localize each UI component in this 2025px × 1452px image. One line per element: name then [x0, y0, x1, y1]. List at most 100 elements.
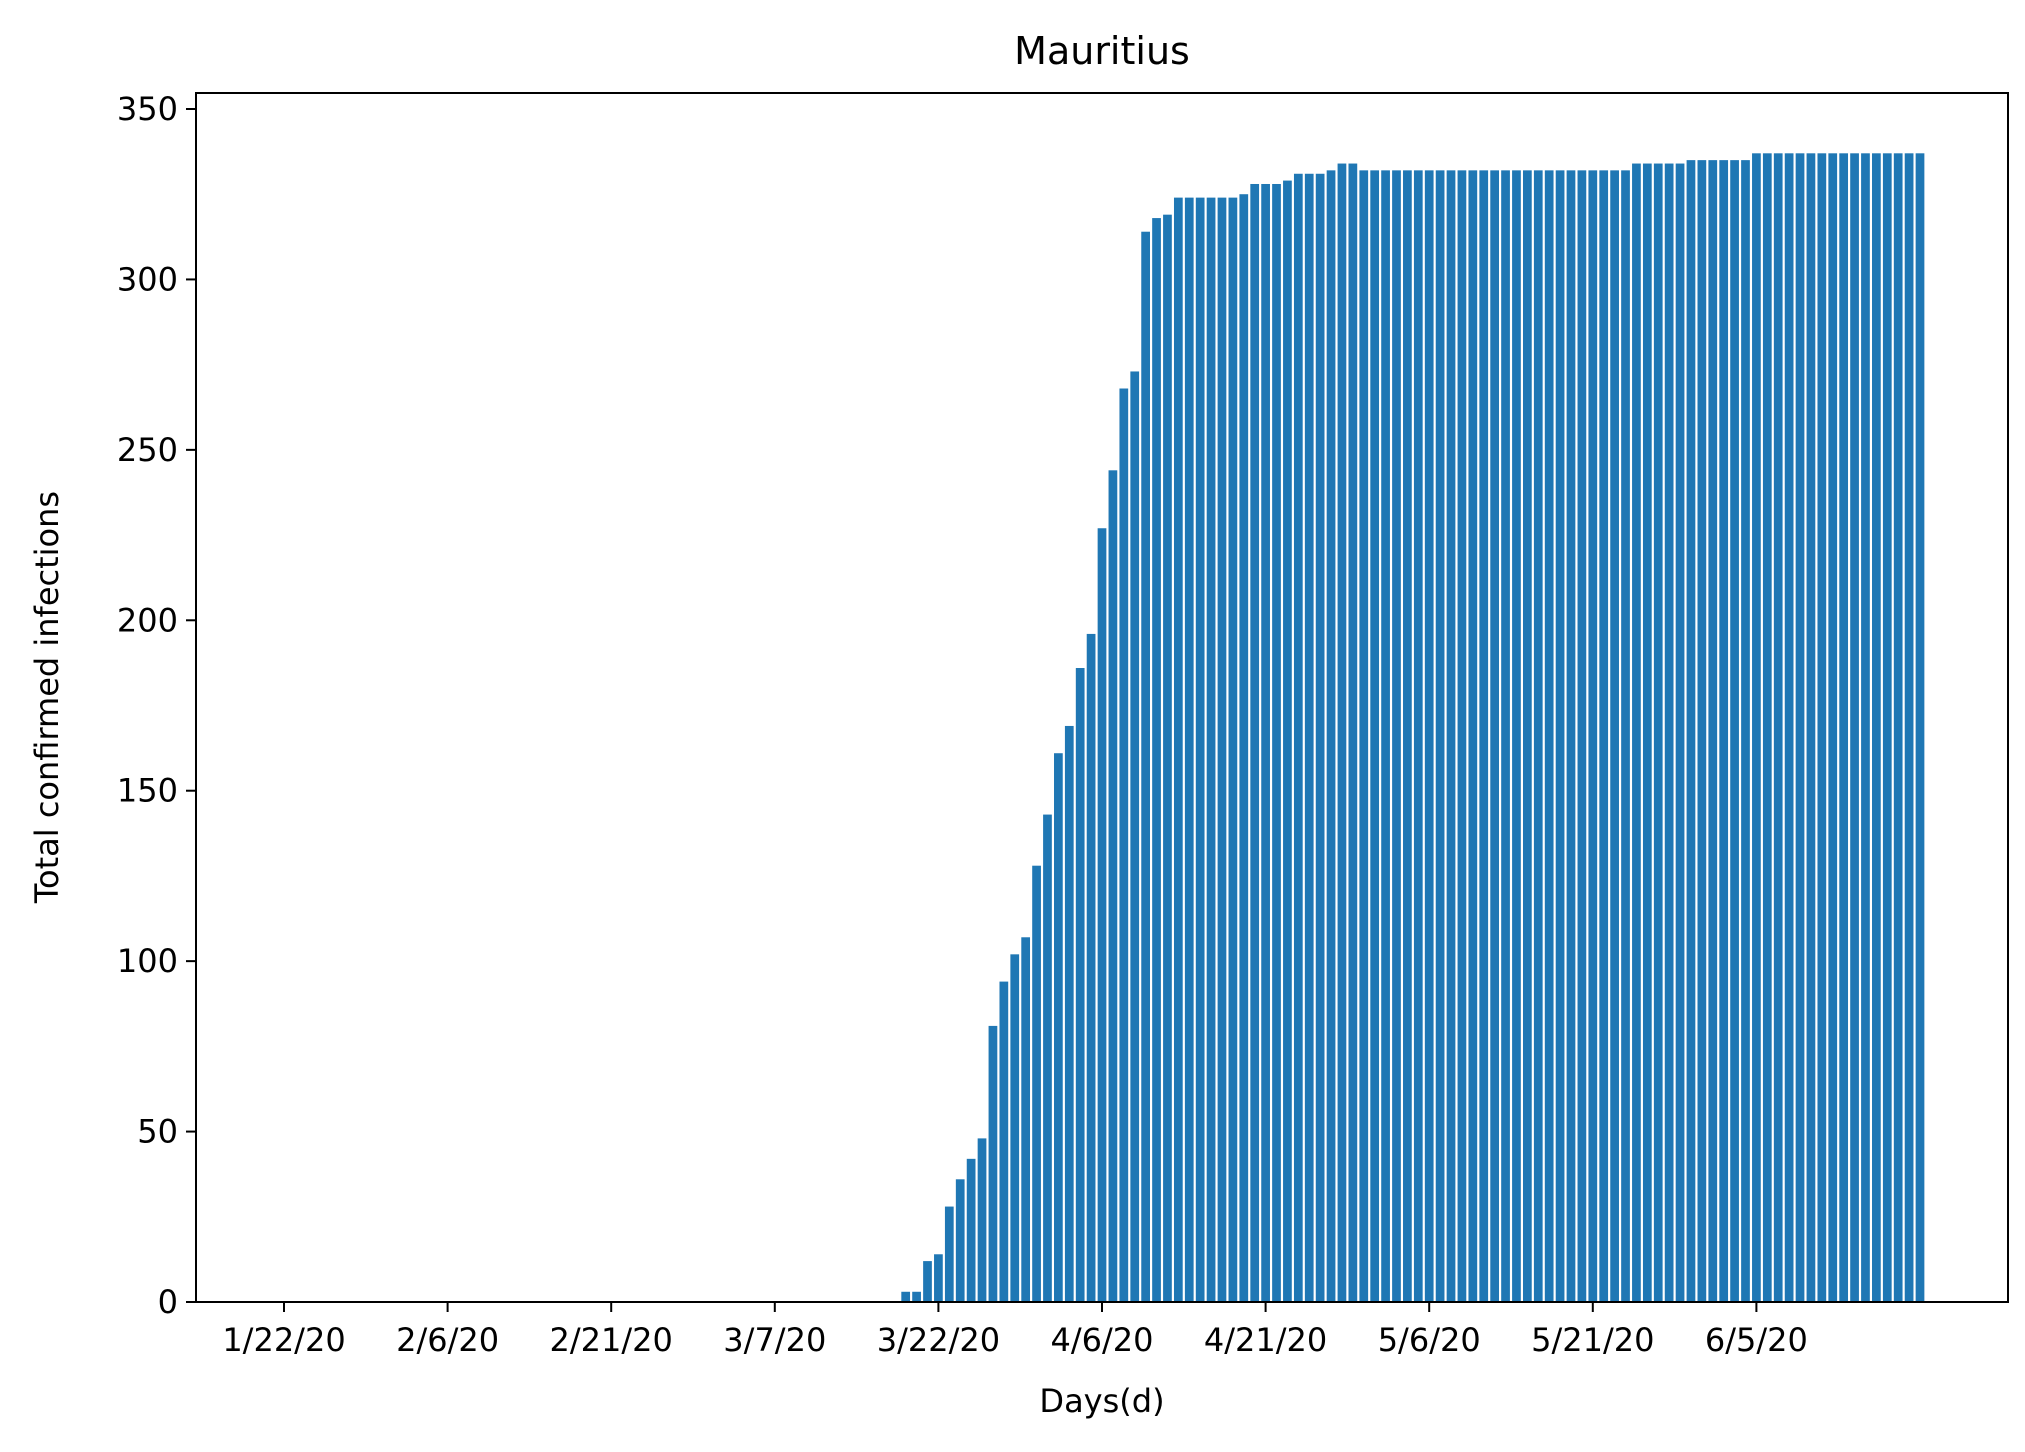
bar: [1435, 170, 1445, 1303]
y-tick-label: 250: [117, 431, 178, 469]
bar: [1632, 163, 1641, 1302]
bar: [934, 1254, 943, 1302]
bar: [1773, 153, 1783, 1302]
bar: [1228, 197, 1238, 1302]
x-tick-label: 5/6/20: [1378, 1321, 1481, 1359]
bar: [1086, 633, 1096, 1302]
bar: [1413, 170, 1423, 1303]
y-tick-label: 100: [117, 942, 178, 980]
bar: [999, 981, 1009, 1302]
bar: [1239, 194, 1249, 1303]
bar: [1261, 183, 1270, 1303]
bar: [1446, 170, 1456, 1303]
bar: [1741, 160, 1750, 1302]
bar: [1097, 528, 1107, 1302]
bar: [966, 1158, 976, 1302]
bar: [1653, 163, 1663, 1302]
y-tick-label: 350: [117, 90, 178, 128]
bar: [1075, 668, 1085, 1302]
bar: [1555, 170, 1565, 1303]
bar: [1893, 153, 1903, 1302]
bar: [1490, 170, 1500, 1303]
bar: [1064, 725, 1074, 1302]
x-axis-label: Days(d): [1039, 1382, 1164, 1420]
bar: [923, 1261, 932, 1302]
bar: [1184, 197, 1194, 1302]
bar: [1283, 180, 1292, 1303]
y-tick-label: 200: [117, 601, 178, 639]
x-axis-ticks: 1/22/20 2/6/20 2/21/20 3/7/20 3/22/20 4/6/20 4…: [222, 1302, 1808, 1359]
bar: [1010, 954, 1020, 1302]
bar: [1337, 163, 1347, 1302]
bar: [1610, 170, 1619, 1303]
x-tick-label: 6/5/20: [1705, 1321, 1808, 1359]
bar: [1370, 170, 1380, 1303]
bar: [1839, 153, 1849, 1302]
bar: [1424, 170, 1434, 1303]
bar: [1304, 173, 1314, 1302]
bar: [988, 1025, 998, 1302]
bar: [1173, 197, 1183, 1302]
x-tick-label: 2/6/20: [396, 1321, 499, 1359]
bar: [1108, 470, 1118, 1302]
bar: [1817, 153, 1827, 1302]
chart-title: Mauritius: [1014, 29, 1190, 73]
bar: [1915, 153, 1925, 1302]
bar: [1195, 197, 1205, 1302]
bar: [1762, 153, 1772, 1302]
x-tick-label: 3/22/20: [877, 1321, 1000, 1359]
bar: [1719, 160, 1729, 1302]
x-tick-label: 2/21/20: [550, 1321, 673, 1359]
bar: [1141, 231, 1150, 1303]
y-tick-label: 50: [137, 1113, 178, 1151]
bar: [1850, 153, 1859, 1302]
bar: [1152, 218, 1161, 1302]
bar: [1054, 753, 1063, 1302]
x-tick-label: 4/6/20: [1051, 1321, 1154, 1359]
bar: [944, 1206, 954, 1302]
bar: [1861, 153, 1870, 1302]
bar: [1566, 170, 1576, 1303]
bar: [1784, 153, 1794, 1302]
bar: [1806, 153, 1816, 1302]
y-axis-ticks: 0 50 100 150 200 250 300 350: [117, 90, 196, 1321]
bar: [1828, 153, 1838, 1302]
bar: [1326, 170, 1336, 1303]
bar: [1675, 163, 1685, 1302]
bar: [1359, 170, 1369, 1303]
x-tick-label: 5/21/20: [1531, 1321, 1654, 1359]
bar: [1119, 388, 1129, 1302]
bar: [1043, 814, 1052, 1302]
bar: [1293, 173, 1303, 1302]
bar: [1642, 163, 1652, 1302]
bar: [1403, 170, 1412, 1303]
y-tick-label: 150: [117, 772, 178, 810]
bar: [1588, 170, 1598, 1303]
bar: [1163, 214, 1172, 1302]
bar: [1315, 173, 1325, 1302]
y-tick-label: 0: [158, 1283, 178, 1321]
x-tick-label: 1/22/20: [222, 1321, 345, 1359]
bars-group: [901, 153, 1925, 1303]
bar: [912, 1291, 921, 1302]
y-tick-label: 300: [117, 260, 178, 298]
bar: [1904, 153, 1914, 1302]
bar: [1523, 170, 1532, 1303]
bar: [1621, 170, 1630, 1303]
bar: [1206, 197, 1216, 1302]
bar: [977, 1138, 987, 1302]
bar: [901, 1291, 911, 1302]
bar: [1381, 170, 1390, 1303]
bar: [1795, 153, 1805, 1302]
bar: [1533, 170, 1543, 1303]
x-tick-label: 4/21/20: [1204, 1321, 1327, 1359]
bar: [1730, 160, 1739, 1302]
bar: [1752, 153, 1761, 1302]
bar: [1708, 160, 1718, 1302]
bar: [1468, 170, 1478, 1303]
bar: [1457, 170, 1467, 1303]
bar: [1599, 170, 1609, 1303]
x-tick-label: 3/7/20: [723, 1321, 826, 1359]
bar: [1664, 163, 1674, 1302]
